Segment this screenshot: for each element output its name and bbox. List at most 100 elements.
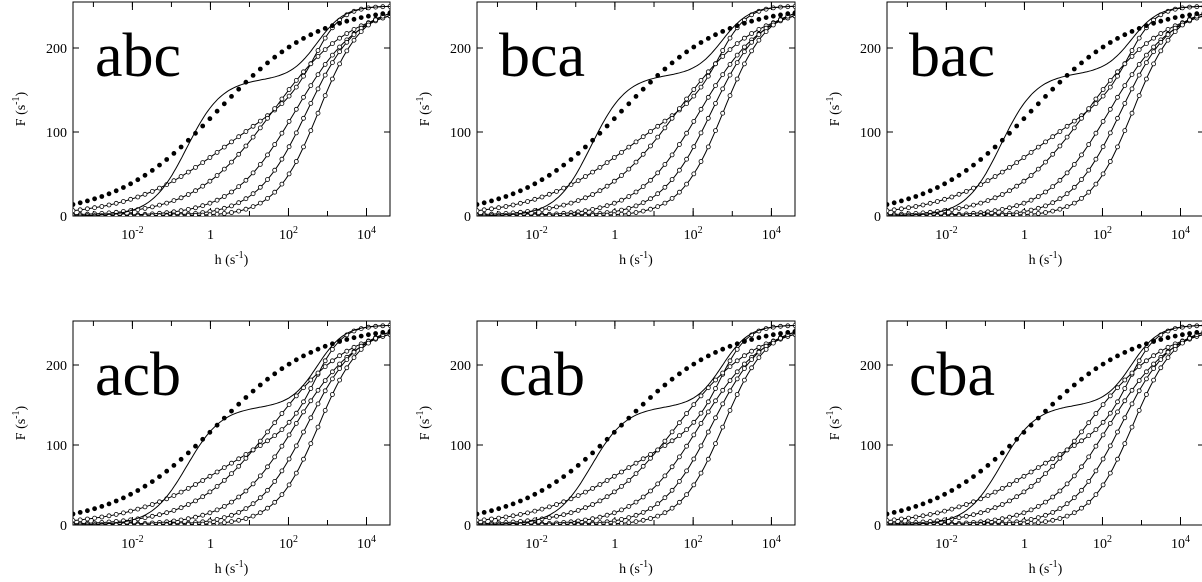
open-marker: [243, 516, 249, 521]
filled-marker: [135, 177, 141, 183]
filled-marker: [373, 12, 379, 18]
open-marker: [358, 29, 364, 35]
filled-marker: [763, 333, 769, 339]
open-marker: [351, 355, 357, 361]
open-marker: [684, 411, 689, 416]
open-marker: [279, 96, 285, 102]
open-marker: [200, 212, 206, 216]
filled-marker: [920, 191, 926, 197]
filled-marker: [978, 157, 984, 162]
open-marker: [1158, 365, 1164, 371]
open-marker: [554, 188, 559, 194]
open-marker: [1100, 432, 1106, 438]
open-marker: [243, 488, 249, 494]
chart-panel-bca: 0 100 200 10-2 1 102 104 h (s-1) F (s-1) bca: [415, 1, 796, 268]
open-marker: [1050, 200, 1056, 206]
panel-title: cab: [499, 341, 585, 409]
open-marker: [763, 29, 769, 35]
open-marker: [539, 213, 545, 216]
open-marker: [749, 348, 754, 354]
filled-marker: [1071, 382, 1077, 388]
open-marker: [301, 429, 306, 435]
open-marker: [243, 455, 249, 461]
open-marker: [698, 470, 704, 476]
filled-marker: [734, 341, 740, 347]
filled-marker: [927, 188, 933, 194]
filled-marker: [942, 491, 947, 497]
filled-marker: [322, 343, 328, 349]
open-marker: [1144, 41, 1149, 46]
open-marker: [229, 499, 234, 505]
open-marker: [185, 522, 191, 525]
filled-marker: [583, 144, 588, 150]
open-marker: [193, 205, 198, 211]
open-marker: [963, 188, 969, 194]
open-marker: [518, 522, 523, 525]
y-axis-label: F (s-1): [415, 91, 433, 126]
open-marker: [611, 178, 617, 184]
open-marker: [293, 393, 299, 399]
open-marker: [308, 83, 314, 88]
open-marker: [265, 152, 270, 158]
open-marker: [279, 492, 285, 498]
open-marker: [1107, 106, 1113, 112]
filled-marker: [1043, 408, 1048, 414]
filled-marker: [171, 150, 177, 156]
filled-marker: [626, 101, 632, 107]
open-marker: [727, 93, 733, 98]
open-marker: [554, 513, 559, 519]
open-marker: [942, 522, 947, 525]
open-marker: [1144, 76, 1149, 82]
open-marker: [236, 517, 242, 523]
open-marker: [532, 522, 538, 525]
open-marker: [236, 494, 242, 500]
open-marker: [214, 173, 220, 178]
open-marker: [496, 515, 502, 521]
filled-marker: [1144, 341, 1149, 347]
filled-marker: [1079, 60, 1084, 66]
filled-marker: [727, 343, 733, 349]
open-marker: [684, 468, 689, 474]
open-marker: [525, 199, 530, 204]
y-axis-label: F (s-1): [825, 405, 843, 440]
open-marker: [705, 144, 711, 150]
open-marker: [1050, 456, 1056, 462]
filled-marker: [561, 474, 567, 480]
open-marker: [1071, 438, 1077, 444]
open-marker: [971, 522, 976, 525]
open-marker: [742, 49, 747, 55]
open-marker: [1136, 388, 1142, 394]
x-tick-exponent: 4: [776, 534, 781, 545]
open-marker: [778, 17, 783, 23]
open-marker: [1079, 438, 1084, 444]
plot-frame: [886, 1, 1202, 217]
filled-marker: [157, 474, 162, 480]
filled-marker: [720, 28, 726, 34]
open-marker: [286, 144, 292, 150]
open-marker: [250, 513, 256, 519]
open-marker: [698, 84, 704, 90]
filled-marker: [1086, 54, 1092, 60]
x-tick-label: 104: [357, 534, 376, 552]
x-tick-label: 104: [762, 534, 781, 552]
open-marker: [734, 358, 740, 364]
open-marker: [214, 520, 220, 525]
open-marker: [677, 433, 682, 439]
open-marker: [1071, 118, 1077, 124]
filled-marker: [1122, 349, 1128, 355]
open-marker: [626, 503, 632, 509]
open-marker: [575, 507, 581, 513]
open-marker: [265, 115, 270, 121]
plot-frame: [476, 1, 796, 217]
panel-title: acb: [95, 341, 181, 409]
open-marker: [691, 482, 697, 488]
open-marker: [250, 123, 256, 129]
open-marker: [293, 470, 299, 476]
open-marker: [329, 392, 335, 397]
open-marker: [999, 213, 1005, 216]
open-marker: [106, 513, 112, 519]
open-marker: [236, 456, 242, 462]
open-marker: [135, 213, 141, 216]
open-marker: [1107, 159, 1113, 164]
open-marker: [1180, 22, 1185, 28]
